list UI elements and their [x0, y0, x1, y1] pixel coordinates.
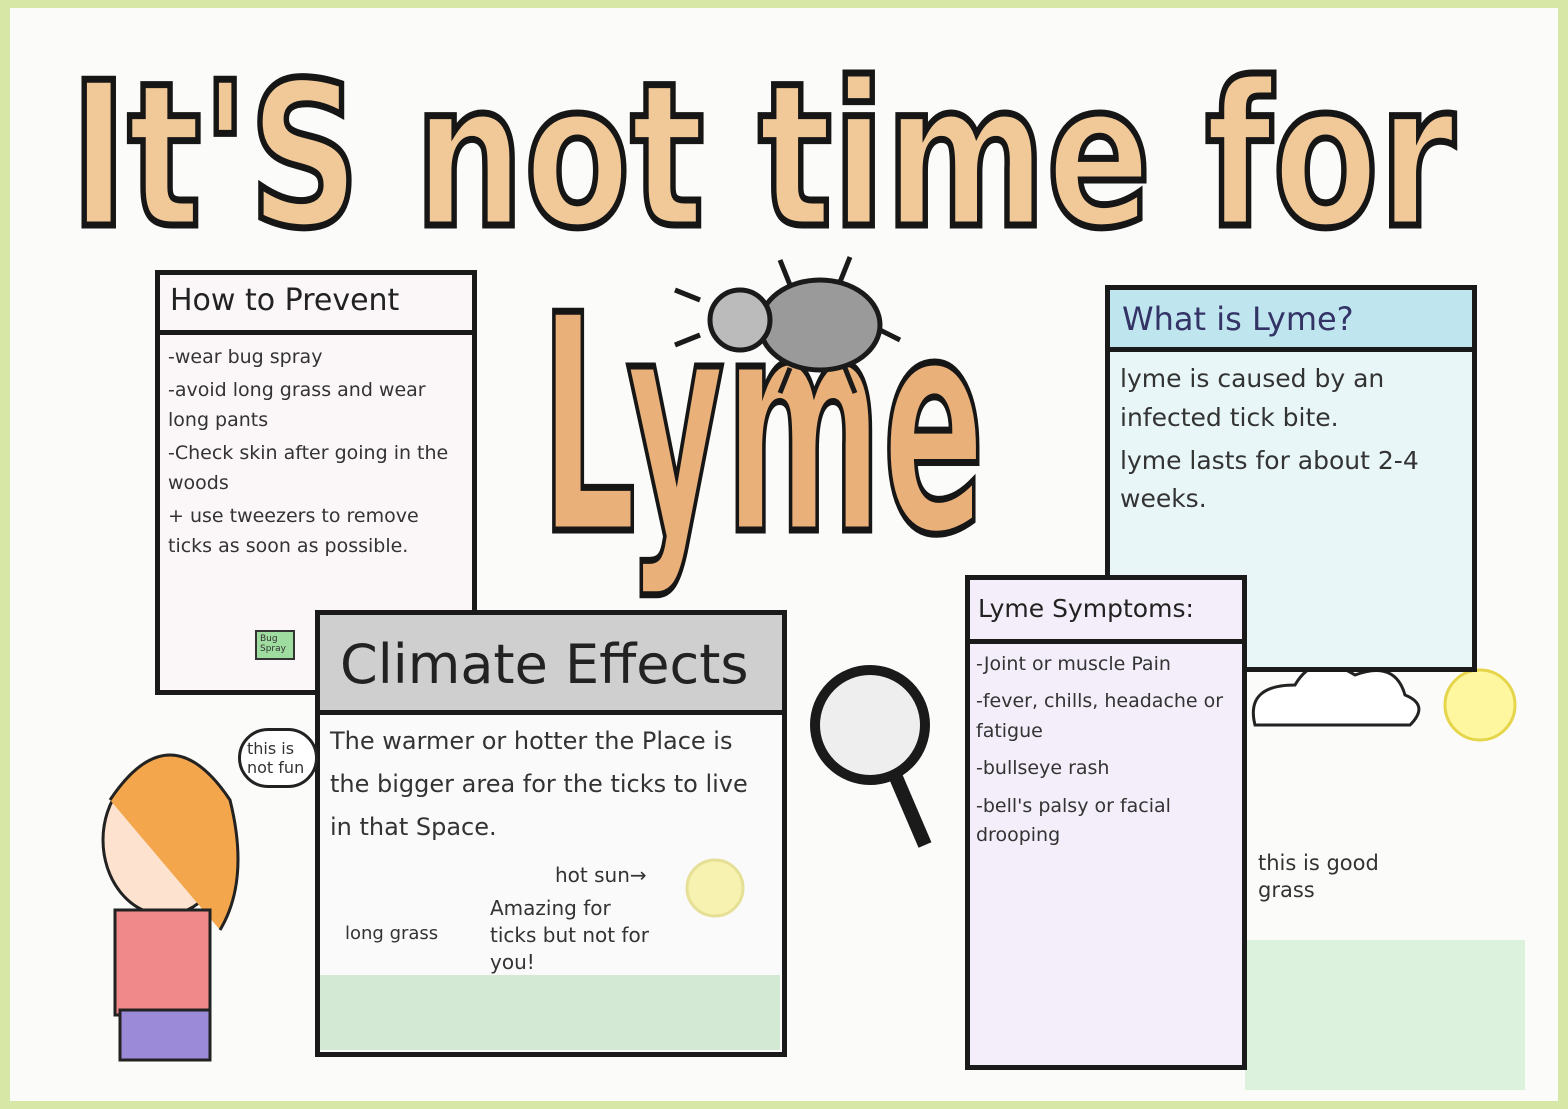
what-heading: What is Lyme? — [1110, 290, 1472, 352]
page: It'S not time for Lyme How to Prevent -w… — [0, 0, 1568, 1109]
symptom: -bell's palsy or facial drooping — [976, 792, 1241, 851]
what-line: lyme is caused by an infected tick bite. — [1120, 360, 1470, 438]
prevent-item: + use tweezers to remove ticks as soon a… — [168, 502, 468, 561]
sun-right — [1445, 670, 1515, 740]
good-grass-field — [1245, 940, 1525, 1090]
prevent-heading: How to Prevent — [160, 275, 472, 335]
prevent-item: -avoid long grass and wear long pants — [168, 376, 468, 435]
prevent-item: -wear bug spray — [168, 343, 468, 372]
magnifier-handle — [895, 775, 925, 845]
symptom: -fever, chills, headache or fatigue — [976, 687, 1241, 746]
long-grass-note: long grass — [345, 920, 465, 948]
girl — [103, 755, 238, 1060]
what-line: lyme lasts for about 2-4 weeks. — [1120, 442, 1470, 520]
symptoms-box: Lyme Symptoms: -Joint or muscle Pain -fe… — [965, 575, 1247, 1070]
climate-box: Climate Effects The warmer or hotter the… — [315, 610, 787, 1057]
magnifier — [815, 670, 925, 780]
climate-body: The warmer or hotter the Place is the bi… — [330, 720, 770, 850]
climate-heading: Climate Effects — [320, 615, 782, 715]
speech-bubble: this is not fun — [238, 728, 318, 788]
prevent-list: -wear bug spray -avoid long grass and we… — [168, 343, 468, 565]
cloud — [1253, 665, 1419, 725]
what-text: lyme is caused by an infected tick bite.… — [1120, 360, 1470, 523]
symptom: -bullseye rash — [976, 754, 1241, 783]
prevent-item: -Check skin after going in the woods — [168, 439, 468, 498]
bug-spray-label: Bug Spray — [255, 630, 295, 660]
title-line1: It'S not time for — [70, 40, 1455, 273]
symptom: -Joint or muscle Pain — [976, 650, 1241, 679]
amazing-note: Amazing for ticks but not for you! — [490, 895, 660, 976]
hot-sun-note: hot sun→ — [555, 860, 647, 891]
symptoms-heading: Lyme Symptoms: — [970, 580, 1242, 644]
good-grass-note: this is good grass — [1258, 850, 1418, 905]
symptoms-list: -Joint or muscle Pain -fever, chills, he… — [976, 650, 1241, 855]
